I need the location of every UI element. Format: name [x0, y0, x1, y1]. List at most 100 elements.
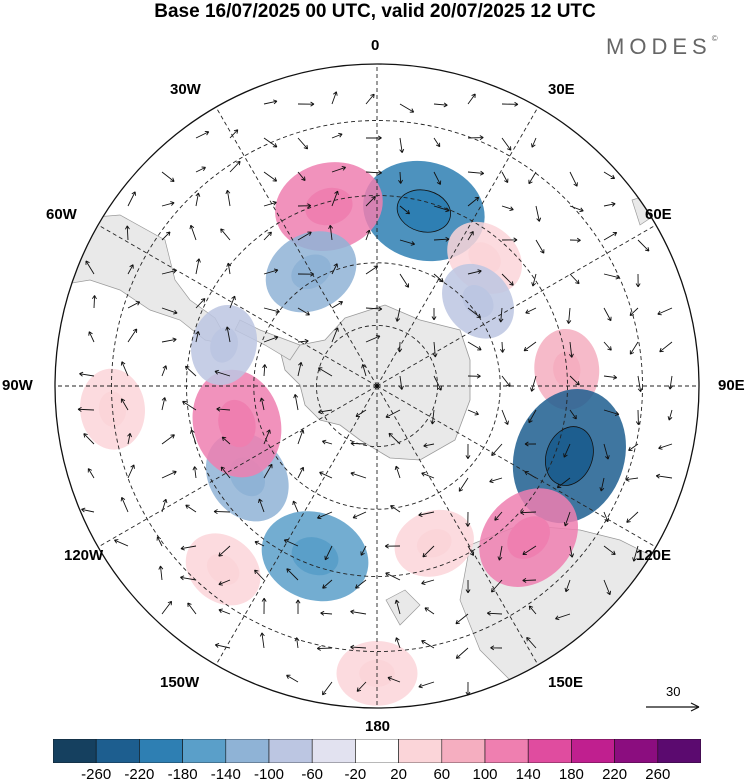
wind-vector	[603, 307, 612, 322]
wind-vector	[297, 361, 303, 377]
wind-vector	[218, 545, 231, 557]
anomaly-core	[291, 254, 331, 290]
wind-vector	[195, 192, 201, 207]
colorbar-tick: -180	[167, 766, 198, 783]
wind-vector	[229, 160, 241, 173]
wind-vector	[213, 509, 231, 515]
wind-vector	[355, 579, 367, 589]
wind-vector	[161, 365, 168, 377]
anomaly-core	[507, 516, 550, 559]
wind-vector	[356, 681, 367, 692]
wind-vector	[195, 258, 201, 275]
wind-vector	[254, 569, 265, 581]
anomaly-core	[291, 537, 339, 576]
colorbar-swatch	[268, 739, 313, 763]
wind-vector	[569, 341, 574, 358]
wind-vector	[263, 335, 279, 343]
wind-vector	[433, 102, 448, 108]
wind-vector	[361, 364, 367, 377]
wind-vector	[120, 398, 129, 411]
wind-vector	[331, 91, 338, 105]
colorbar-swatch	[484, 739, 529, 763]
wind-vector	[297, 231, 312, 241]
wind-vector	[388, 432, 401, 445]
wind-vector	[395, 307, 401, 322]
colorbar-swatch	[657, 739, 701, 763]
lon-label-90e: 90E	[718, 377, 745, 394]
wind-vector	[77, 406, 95, 412]
wind-vector	[467, 341, 482, 351]
wind-vector	[501, 273, 514, 286]
wind-vector	[603, 201, 616, 207]
wind-vector	[659, 341, 673, 353]
lon-label-150w: 150W	[160, 674, 200, 691]
wind-vector	[286, 674, 299, 683]
wind-vector	[360, 545, 367, 556]
wind-vector	[490, 645, 503, 651]
wind-vector	[350, 609, 367, 615]
colorbar-tick: -100	[253, 766, 285, 783]
wind-vector	[161, 470, 177, 479]
wind-vector	[216, 406, 231, 412]
wind-vector	[365, 93, 375, 105]
lon-label-180: 180	[365, 718, 391, 735]
wind-vector	[422, 545, 435, 558]
colorbar-swatch	[53, 739, 97, 763]
wind-vector	[431, 307, 437, 321]
wind-vector	[350, 644, 367, 650]
wind-vector	[161, 397, 167, 411]
wind-vector	[486, 610, 503, 616]
wind-vector	[79, 371, 95, 377]
meridian-line	[376, 224, 657, 387]
colorbar-tick-labels: -260 -220 -180 -140 -100 -60 -20 20 60 100 140 180 2…	[0, 766, 750, 784]
wind-vector	[192, 466, 198, 479]
wind-vector	[399, 205, 411, 215]
wind-vector	[318, 409, 333, 415]
wind-vector	[317, 367, 333, 377]
wind-vector	[399, 239, 416, 246]
wind-vector	[524, 441, 537, 447]
wind-vector	[297, 171, 306, 181]
wind-vector	[433, 137, 441, 148]
wind-vector	[320, 610, 333, 616]
colorbar-tick: -20	[344, 766, 367, 783]
wind-vector	[127, 191, 136, 207]
wind-vector	[535, 239, 545, 254]
wind-vector	[218, 608, 231, 615]
wind-vector	[569, 273, 580, 285]
lon-label-60e: 60E	[645, 206, 672, 223]
wind-vector	[399, 375, 404, 390]
wind-vector	[458, 477, 469, 492]
colorbar-tick: 180	[558, 766, 584, 783]
lon-label-120e: 120E	[636, 547, 672, 564]
wind-vector	[225, 326, 231, 343]
map-boundary	[54, 63, 700, 709]
wind-vector	[498, 307, 504, 323]
wind-vector	[467, 373, 481, 379]
lon-label-150e: 150E	[548, 674, 584, 691]
colorbar-tick: -260	[81, 766, 112, 783]
wind-vector	[467, 545, 475, 556]
map-title: Base 16/07/2025 00 UTC, valid 20/07/2025…	[154, 1, 596, 22]
wind-vector	[603, 341, 612, 351]
colorbar-tick: 60	[433, 766, 451, 783]
wind-vector	[161, 307, 178, 315]
wind-vector	[254, 540, 265, 547]
wind-vector	[365, 135, 382, 141]
colorbar-swatch	[614, 739, 659, 763]
wind-vector	[603, 443, 610, 460]
wind-vector	[489, 477, 503, 484]
wind-vector	[522, 545, 537, 556]
wind-vector	[195, 331, 201, 343]
wind-vector	[501, 137, 512, 151]
wind-vector	[632, 545, 639, 562]
wind-vector	[657, 307, 673, 316]
colorbar-tick: 20	[390, 766, 407, 783]
wind-vector	[531, 273, 537, 287]
wind-vector	[394, 599, 401, 615]
colorbar-swatch	[225, 739, 270, 763]
wind-vector	[263, 231, 272, 241]
wind-vector	[433, 171, 442, 185]
wind-vector	[180, 575, 197, 581]
wind-vector	[189, 224, 197, 241]
